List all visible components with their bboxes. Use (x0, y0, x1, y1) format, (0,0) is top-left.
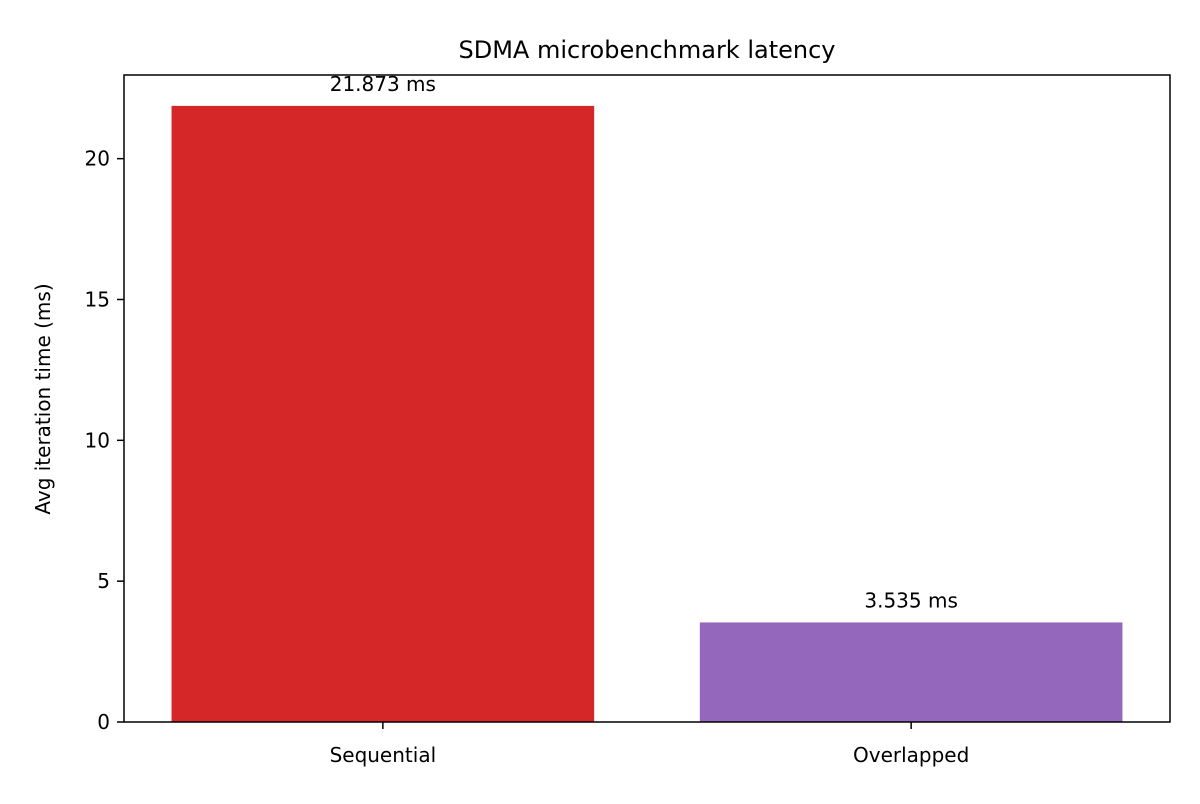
bars-layer (171, 105, 1123, 722)
y-axis-label: Avg iteration time (ms) (31, 283, 55, 514)
plot-frame (123, 74, 1171, 723)
bar-sequential (171, 105, 595, 722)
x-ticks: Sequential Overlapped (330, 722, 969, 767)
y-ticks: 0 5 10 15 20 (85, 147, 124, 734)
bar-overlapped (699, 622, 1123, 722)
chart-title: SDMA microbenchmark latency (459, 36, 836, 64)
data-label-overlapped: 3.535 ms (864, 588, 958, 612)
y-tick-label-10: 10 (85, 428, 110, 452)
data-labels: 21.873 ms 3.535 ms (330, 72, 958, 613)
data-label-sequential: 21.873 ms (330, 72, 436, 96)
y-tick-label-5: 5 (97, 569, 110, 593)
x-tick-label-sequential: Sequential (330, 743, 437, 767)
y-tick-label-0: 0 (97, 710, 110, 734)
y-tick-label-20: 20 (85, 147, 110, 171)
x-tick-label-overlapped: Overlapped (853, 743, 969, 767)
y-tick-label-15: 15 (85, 287, 110, 311)
